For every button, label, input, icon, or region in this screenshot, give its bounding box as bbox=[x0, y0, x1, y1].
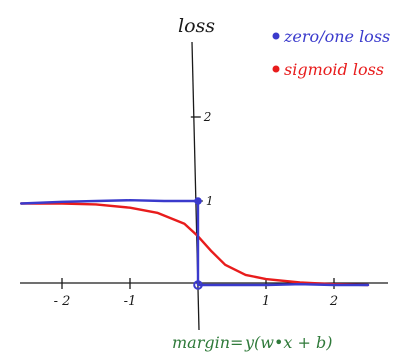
series-line-zero-one-loss bbox=[20, 199, 370, 287]
series-line-sigmoid-loss bbox=[20, 202, 370, 287]
y-tick-label: 2 bbox=[203, 110, 212, 124]
legend-marker-sigmoid bbox=[272, 65, 280, 73]
y-tick-label: 1 bbox=[206, 194, 214, 208]
legend: zero/one loss sigmoid loss bbox=[272, 27, 390, 79]
legend-label-sigmoid: sigmoid loss bbox=[284, 60, 384, 79]
x-tick-label: - 2 bbox=[54, 294, 71, 309]
legend-marker-zero-one bbox=[272, 32, 280, 40]
x-tick-label: 1 bbox=[262, 294, 270, 309]
legend-label-zero-one: zero/one loss bbox=[283, 27, 390, 46]
x-tick-label: -1 bbox=[124, 294, 137, 309]
x-tick-label: 2 bbox=[329, 294, 338, 309]
y-axis-label: loss bbox=[178, 15, 215, 37]
x-axis-label: margin= bbox=[172, 333, 243, 352]
x-axis-formula: y(w•x + b) bbox=[244, 333, 333, 352]
data-point-marker bbox=[194, 197, 202, 205]
data-point-marker bbox=[193, 280, 203, 290]
